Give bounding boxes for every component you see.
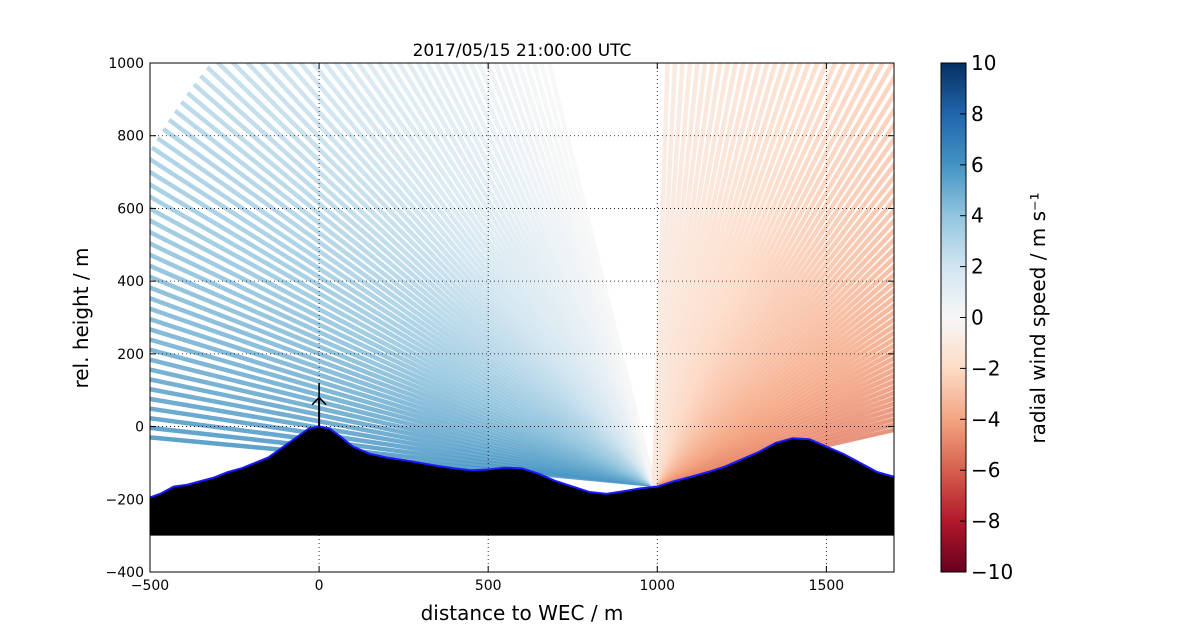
y-tick-label: −400 [106,565,144,581]
x-tick-label: 1500 [809,578,845,594]
y-tick-label: 1000 [108,56,144,72]
x-tick-label: 0 [315,578,324,594]
colorbar-tick-label: 8 [971,102,984,126]
terrain-outline [150,425,894,499]
colorbar-tick-label: −2 [971,356,1000,380]
scan-beam [651,63,670,485]
x-tick-label: 1000 [639,578,675,594]
x-axis-ticks: −500 0 500 1000 1500 [131,63,844,594]
chart-title: 2017/05/15 21:00:00 UTC [413,41,632,61]
scan-beam [546,63,657,486]
terrain-fill [150,426,894,536]
colorbar-tick-label: 4 [971,204,984,228]
colorbar: −10 −8 −6 −4 −2 0 2 4 6 8 10 radial wind speed / m… [940,51,1050,584]
colorbar-tick-label: −6 [971,458,1000,482]
y-tick-label: 400 [117,274,144,290]
colorbar-label: radial wind speed / m s⁻¹ [1026,192,1050,443]
wind-turbine-icon [311,382,327,427]
scan-right [651,63,894,487]
turbine-blade [318,396,327,406]
y-tick-label: −200 [106,492,144,508]
y-axis-label: rel. height / m [69,247,93,388]
plot-area [149,62,895,573]
colorbar-ticks: −10 −8 −6 −4 −2 0 2 4 6 8 10 [960,51,1013,584]
plot-frame [149,62,895,573]
colorbar-tick-label: 0 [971,306,984,330]
turbine-blade [311,396,320,406]
colorbar-tick-label: −8 [971,509,1000,533]
x-tick-label: −500 [131,578,169,594]
scan-left [150,63,657,487]
colorbar-tick-label: 2 [971,255,984,279]
colorbar-tick-label: −10 [971,560,1013,584]
y-tick-label: 600 [117,201,144,217]
y-axis-ticks: −400 −200 0 200 400 600 800 1000 [106,56,894,581]
y-tick-label: 200 [117,347,144,363]
x-axis-label: distance to WEC / m [421,601,624,625]
colorbar-tick-label: −4 [971,407,1000,431]
y-tick-label: 0 [135,420,144,436]
x-tick-label: 500 [475,578,502,594]
lidar-scan-field [150,63,894,487]
terrain-profile [150,425,894,536]
y-tick-label: 800 [117,129,144,145]
colorbar-tick-label: 6 [971,153,984,177]
colorbar-tick-label: 10 [971,51,996,75]
